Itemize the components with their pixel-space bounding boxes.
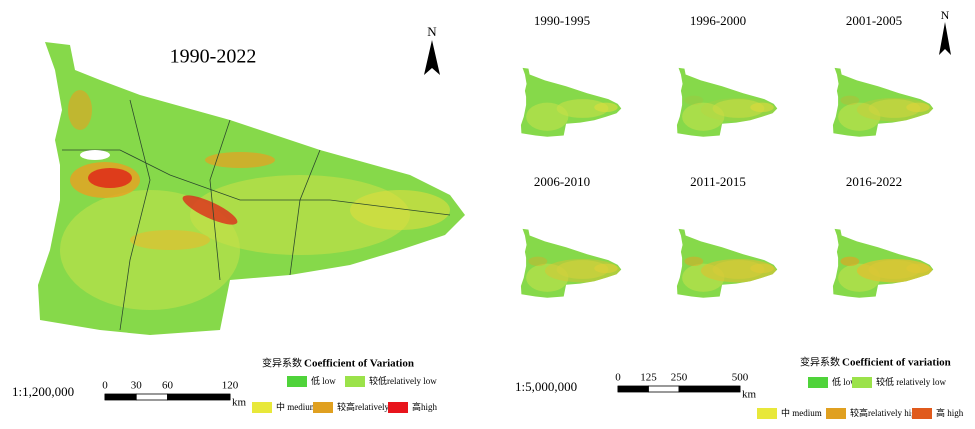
- main-map: 1990-2022 N 1:1,200,000 0 30 60 120 km: [12, 24, 465, 409]
- scale-unit: km: [232, 397, 247, 409]
- hotspots: [840, 256, 933, 283]
- scale-tick-label: 60: [162, 380, 174, 392]
- legend-swatch: [757, 408, 777, 419]
- hotspots: [684, 256, 777, 283]
- legend-title-en: Coefficient of variation: [842, 357, 951, 369]
- legend-swatch: [912, 408, 932, 419]
- hotspot: [700, 258, 777, 283]
- legend-label: 较低relatively low: [369, 375, 437, 386]
- map-title: 1990-2022: [170, 46, 257, 68]
- legend-swatch: [313, 402, 333, 413]
- scale-segment: [104, 393, 137, 401]
- legend-label: 中 medium: [781, 407, 822, 418]
- legend-label: 较高relatively high: [850, 407, 921, 418]
- scale-segment: [648, 385, 680, 393]
- north-arrow: [939, 22, 951, 55]
- hotspots: [840, 95, 933, 122]
- hotspot: [700, 97, 777, 122]
- period-title: 2006-2010: [534, 174, 590, 189]
- scale-tick-label: 0: [102, 380, 108, 392]
- legend-swatch: [826, 408, 846, 419]
- legend-label: 低 low: [311, 375, 336, 386]
- legend-swatch: [252, 402, 272, 413]
- scale-segment: [617, 385, 649, 393]
- legend-swatch: [808, 377, 828, 388]
- hotspot: [856, 97, 933, 122]
- hotspot: [528, 256, 548, 266]
- period-title: 2016-2022: [846, 174, 902, 189]
- period-map: [833, 229, 933, 298]
- legend-label: 高high: [412, 401, 438, 412]
- legend-label: 高 high: [936, 407, 964, 418]
- scale-segment: [167, 393, 231, 401]
- period-title: 1996-2000: [690, 13, 746, 28]
- legend-label: 较低 relatively low: [876, 376, 946, 387]
- period-map: [677, 229, 777, 298]
- legend-title-zh: 变异系数: [262, 356, 302, 369]
- legend-title-en: Coefficient of Variation: [304, 358, 414, 370]
- hotspot: [684, 95, 704, 105]
- hotspots: [684, 95, 777, 122]
- hotspots: [528, 256, 621, 283]
- scale-tick-label: 250: [671, 372, 688, 384]
- hotspot: [856, 258, 933, 283]
- scale-tick-label: 120: [222, 380, 239, 392]
- legend-label: 较高relatively high: [337, 401, 408, 412]
- period-map: [521, 229, 621, 298]
- north-label: N: [427, 24, 437, 39]
- period-map: [833, 68, 933, 137]
- legend-swatch: [388, 402, 408, 413]
- period-title: 2011-2015: [690, 174, 746, 189]
- legend-label: 低 low: [832, 376, 857, 387]
- hotspot: [840, 95, 860, 105]
- scale-tick-label: 30: [131, 380, 143, 392]
- scale-tick-label: 500: [732, 372, 749, 384]
- north-arrow: [424, 40, 440, 75]
- legend-label: 中 medium: [276, 401, 317, 412]
- period-title: 1990-1995: [534, 13, 590, 28]
- scale-segment: [678, 385, 741, 393]
- legend-swatch: [852, 377, 872, 388]
- legend-swatch: [345, 376, 365, 387]
- hotspot: [684, 256, 704, 266]
- north-label: N: [941, 8, 950, 22]
- period-maps: N 1:5,000,000 1990-1995 1996-2000 2001-200…: [515, 8, 951, 401]
- scale-segment: [135, 393, 168, 401]
- hotspot: [840, 256, 860, 266]
- period-map: [521, 68, 621, 137]
- hotspot: [544, 258, 621, 283]
- period-map: [677, 68, 777, 137]
- map-scale: 1:1,200,000: [12, 384, 74, 399]
- map-scale: 1:5,000,000: [515, 379, 577, 394]
- legend-title-zh: 变异系数: [800, 355, 840, 368]
- scale-unit: km: [742, 389, 757, 401]
- legend-swatch: [287, 376, 307, 387]
- scale-tick-label: 0: [615, 372, 621, 384]
- scale-tick-label: 125: [640, 372, 657, 384]
- period-title: 2001-2005: [846, 13, 902, 28]
